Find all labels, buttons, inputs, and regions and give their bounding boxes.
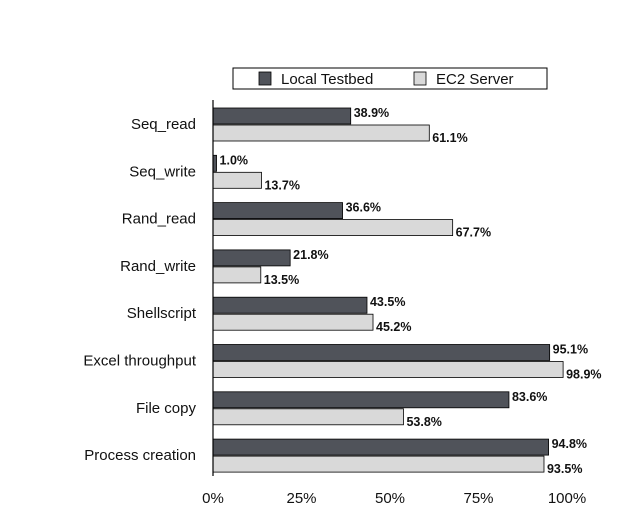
- legend-swatch-ec2-server: [413, 71, 427, 86]
- value-labels: 38.9% 61.1% 1.0% 13.7% 36.6% 67.7% 21.8% 13.5% 4…: [220, 106, 602, 476]
- legend-box: [232, 67, 548, 90]
- value-label-ec2-server-rand-read: 67.7%: [456, 226, 491, 240]
- bar-ec2-server-file-copy: [212, 408, 404, 426]
- value-label-ec2-server-seq-write: 13.7%: [264, 178, 299, 192]
- value-label-ec2-server-shellscript: 45.2%: [376, 320, 411, 334]
- category-label-seq-write: Seq_write: [129, 163, 196, 180]
- bar-ec2-server-rand-read: [212, 219, 454, 237]
- x-tick-label: 75%: [463, 490, 493, 507]
- bars-group: [212, 107, 564, 473]
- x-tick-label: 25%: [286, 490, 316, 507]
- bar-ec2-server-excel-throughput: [212, 361, 564, 378]
- bar-ec2-server-seq-write: [212, 171, 262, 189]
- value-label-local-testbed-file-copy: 83.6%: [512, 390, 547, 404]
- value-label-local-testbed-shellscript: 43.5%: [370, 295, 405, 309]
- value-label-ec2-server-excel-throughput: 98.9%: [566, 368, 601, 382]
- bar-local-testbed-seq-read: [212, 107, 352, 125]
- category-labels: Seq_read Seq_write Rand_read Rand_write Shel…: [83, 116, 196, 464]
- value-label-local-testbed-process-creation: 94.8%: [552, 437, 587, 451]
- legend: Local Testbed EC2 Server: [232, 67, 548, 90]
- x-tick-label: 100%: [548, 490, 586, 507]
- value-label-local-testbed-excel-throughput: 95.1%: [553, 343, 588, 357]
- bar-ec2-server-shellscript: [212, 313, 374, 331]
- bar-local-testbed-process-creation: [212, 438, 549, 456]
- category-label-shellscript: Shellscript: [127, 305, 197, 322]
- category-label-excel-throughput: Excel throughput: [83, 353, 196, 370]
- legend-label-local-testbed: Local Testbed: [281, 71, 373, 88]
- value-label-local-testbed-rand-read: 36.6%: [346, 201, 381, 215]
- bar-local-testbed-excel-throughput: [212, 344, 551, 361]
- bar-local-testbed-shellscript: [212, 296, 368, 314]
- value-label-ec2-server-rand-write: 13.5%: [264, 273, 299, 287]
- category-label-seq-read: Seq_read: [131, 116, 196, 133]
- category-label-rand-read: Rand_read: [122, 211, 196, 228]
- legend-swatch-local-testbed: [258, 71, 272, 86]
- x-tick-label: 0%: [202, 490, 224, 507]
- bar-ec2-server-rand-write: [212, 266, 262, 284]
- value-label-ec2-server-file-copy: 53.8%: [406, 415, 441, 429]
- bar-local-testbed-rand-write: [212, 249, 291, 267]
- category-label-file-copy: File copy: [136, 400, 197, 417]
- category-label-process-creation: Process creation: [84, 447, 196, 464]
- value-label-local-testbed-seq-write: 1.0%: [220, 153, 249, 167]
- value-label-local-testbed-rand-write: 21.8%: [293, 248, 328, 262]
- value-label-local-testbed-seq-read: 38.9%: [354, 106, 389, 120]
- x-tick-label: 50%: [375, 490, 405, 507]
- legend-label-ec2-server: EC2 Server: [436, 71, 514, 88]
- value-label-ec2-server-process-creation: 93.5%: [547, 462, 582, 476]
- bar-local-testbed-file-copy: [212, 391, 510, 409]
- category-label-rand-write: Rand_write: [120, 258, 196, 275]
- bar-ec2-server-process-creation: [212, 455, 545, 473]
- bar-ec2-server-seq-read: [212, 124, 430, 142]
- value-label-ec2-server-seq-read: 61.1%: [432, 131, 467, 145]
- bar-local-testbed-rand-read: [212, 202, 343, 220]
- x-tick-labels: 0% 25% 50% 75% 100%: [202, 490, 586, 507]
